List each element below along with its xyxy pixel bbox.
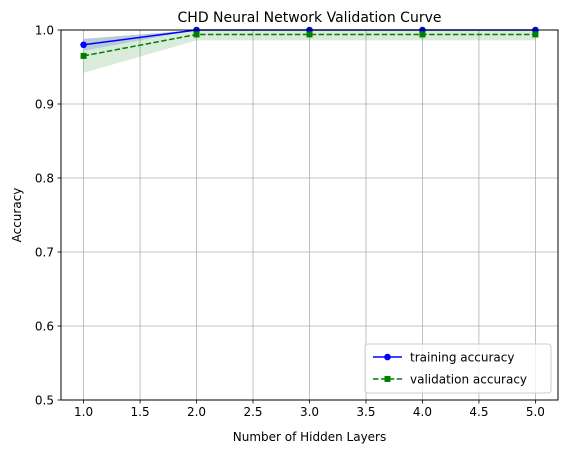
x-tick-label: 4.5 [469,405,488,419]
y-tick-label: 0.8 [35,172,54,186]
y-axis-ticks: 0.5 0.6 0.7 0.8 0.9 1.0 [35,24,61,408]
x-tick-label: 1.0 [74,405,93,419]
x-axis-ticks: 1.0 1.5 2.0 2.5 3.0 3.5 4.0 4.5 5.0 [74,400,545,419]
point-validation [419,31,426,38]
x-tick-label: 3.5 [356,405,375,419]
legend-box [364,343,552,394]
y-tick-label: 0.6 [35,320,54,334]
x-axis-label: Number of Hidden Layers [233,430,387,444]
x-tick-label: 5.0 [526,405,545,419]
x-tick-label: 4.0 [413,405,432,419]
chart-title: CHD Neural Network Validation Curve [178,10,442,26]
y-axis-label: Accuracy [10,188,24,243]
point-validation [532,31,539,38]
band-validation [83,30,536,73]
point-validation [80,52,87,59]
grid [61,29,558,401]
point-validation [306,31,313,38]
point-training [80,41,87,49]
y-tick-label: 1.0 [35,24,54,38]
x-tick-label: 3.0 [300,405,319,419]
point-validation [193,31,200,38]
legend-marker-training [384,353,391,361]
y-tick-label: 0.5 [35,394,54,408]
legend-label-validation: validation accuracy [410,373,527,387]
x-tick-label: 2.0 [187,405,206,419]
legend-label-training: training accuracy [410,351,514,365]
y-tick-label: 0.7 [35,246,54,260]
legend: training accuracy validation accuracy [364,343,552,394]
x-tick-label: 2.5 [243,405,262,419]
x-tick-label: 1.5 [131,405,150,419]
y-tick-label: 0.9 [35,98,54,112]
confidence-bands [83,30,536,73]
legend-marker-validation [384,376,391,382]
